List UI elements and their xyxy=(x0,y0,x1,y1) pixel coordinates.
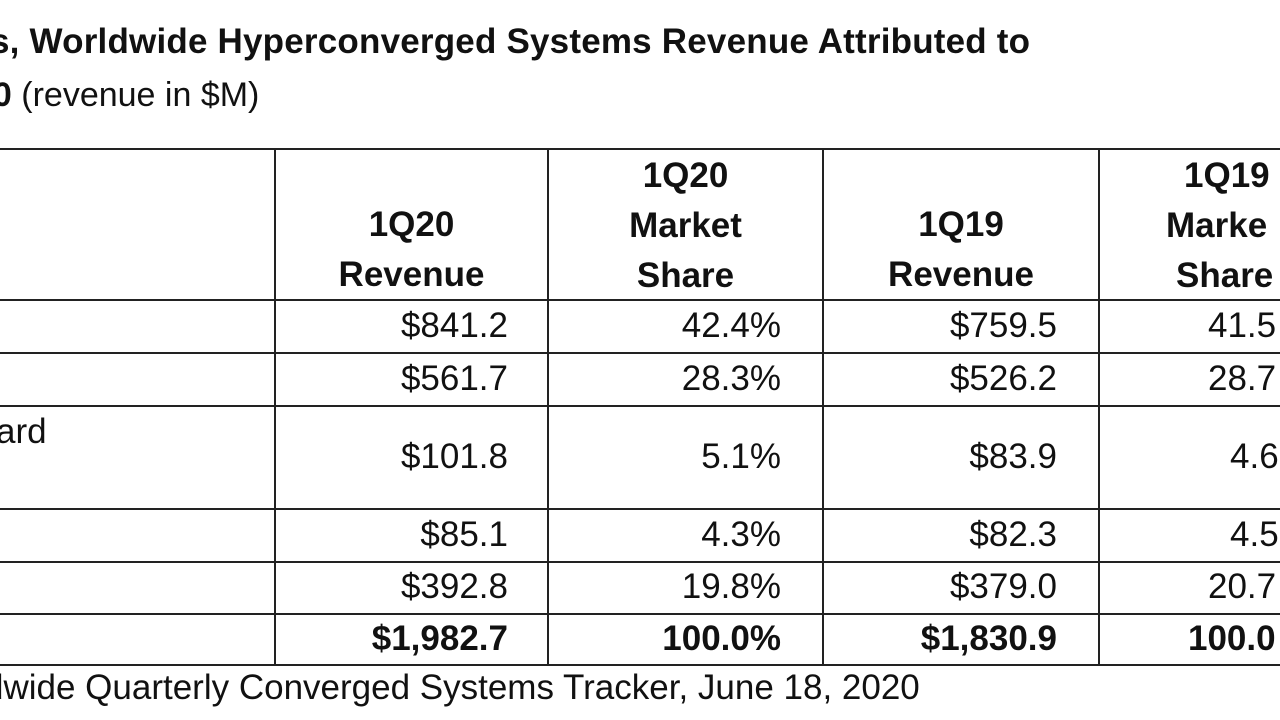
header-line: Revenue xyxy=(888,255,1034,294)
cell-total-1q19-share: 100.0 xyxy=(1188,619,1276,658)
subtitle-unit: (revenue in $M) xyxy=(11,76,260,114)
header-line: 1Q20 xyxy=(368,205,455,244)
header-line: 1Q19 xyxy=(918,205,1004,244)
cell-1q19-share: 20.7 xyxy=(1208,567,1277,606)
cell-total-1q20-share: 100.0% xyxy=(662,619,781,658)
column-divider xyxy=(822,148,824,666)
header-1q19-revenue: 1Q19 Revenue xyxy=(824,200,1098,300)
header-line: Share xyxy=(1176,256,1274,295)
cell-1q19-share: 4.5 xyxy=(1230,515,1279,554)
cell-1q20-share: 42.4% xyxy=(681,306,781,345)
column-divider xyxy=(274,148,276,666)
cell-1q20-share: 5.1% xyxy=(701,437,781,476)
cell-1q20-share: 28.3% xyxy=(681,359,781,398)
header-line: 1Q20 xyxy=(642,156,729,195)
header-divider xyxy=(0,299,1280,301)
cell-1q20-share: 19.8% xyxy=(681,567,781,606)
header-line: 1Q19 xyxy=(1184,156,1270,195)
cell-1q19-revenue: $379.0 xyxy=(949,567,1057,606)
header-line: Marke xyxy=(1166,206,1268,245)
row-divider xyxy=(0,561,1280,563)
row-divider xyxy=(0,508,1280,510)
table-border-bottom xyxy=(0,664,1280,666)
table-border-top xyxy=(0,148,1280,150)
cell-1q19-revenue: $83.9 xyxy=(969,437,1057,476)
row-divider xyxy=(0,352,1280,354)
cell-1q19-revenue: $526.2 xyxy=(949,359,1057,398)
table-subtitle: 20 (revenue in $M) xyxy=(0,76,259,115)
header-1q20-market-share: 1Q20 Market Share xyxy=(549,151,822,301)
cell-1q20-share: 4.3% xyxy=(701,515,781,554)
cell-1q20-revenue: $101.8 xyxy=(400,437,508,476)
header-line: Revenue xyxy=(338,255,485,294)
row-divider xyxy=(0,405,1280,407)
header-line: Share xyxy=(636,256,735,295)
cell-total-1q20-revenue: $1,982.7 xyxy=(371,619,508,658)
cell-1q19-revenue: $759.5 xyxy=(949,306,1057,345)
cell-1q19-share: 28.7 xyxy=(1208,359,1277,398)
header-line: Market xyxy=(629,206,742,245)
table-title: s, Worldwide Hyperconverged Systems Reve… xyxy=(0,22,1031,61)
cell-1q19-share: 41.5 xyxy=(1208,306,1277,345)
header-1q19-market-share: 1Q19 Marke Share xyxy=(1166,151,1280,301)
cell-1q20-revenue: $85.1 xyxy=(420,515,508,554)
cell-1q20-revenue: $561.7 xyxy=(400,359,508,398)
cell-1q20-revenue: $392.8 xyxy=(400,567,508,606)
cell-1q19-share: 4.6 xyxy=(1230,437,1279,476)
source-note: dwide Quarterly Converged Systems Tracke… xyxy=(0,668,920,707)
row-divider xyxy=(0,613,1280,615)
cell-total-1q19-revenue: $1,830.9 xyxy=(920,619,1057,658)
column-divider xyxy=(547,148,549,666)
cell-1q20-revenue: $841.2 xyxy=(400,306,508,345)
row-label: ard xyxy=(0,412,47,451)
header-1q20-revenue: 1Q20 Revenue xyxy=(276,200,547,300)
subtitle-period: 20 xyxy=(0,76,12,114)
cell-1q19-revenue: $82.3 xyxy=(969,515,1057,554)
column-divider xyxy=(1098,148,1100,666)
